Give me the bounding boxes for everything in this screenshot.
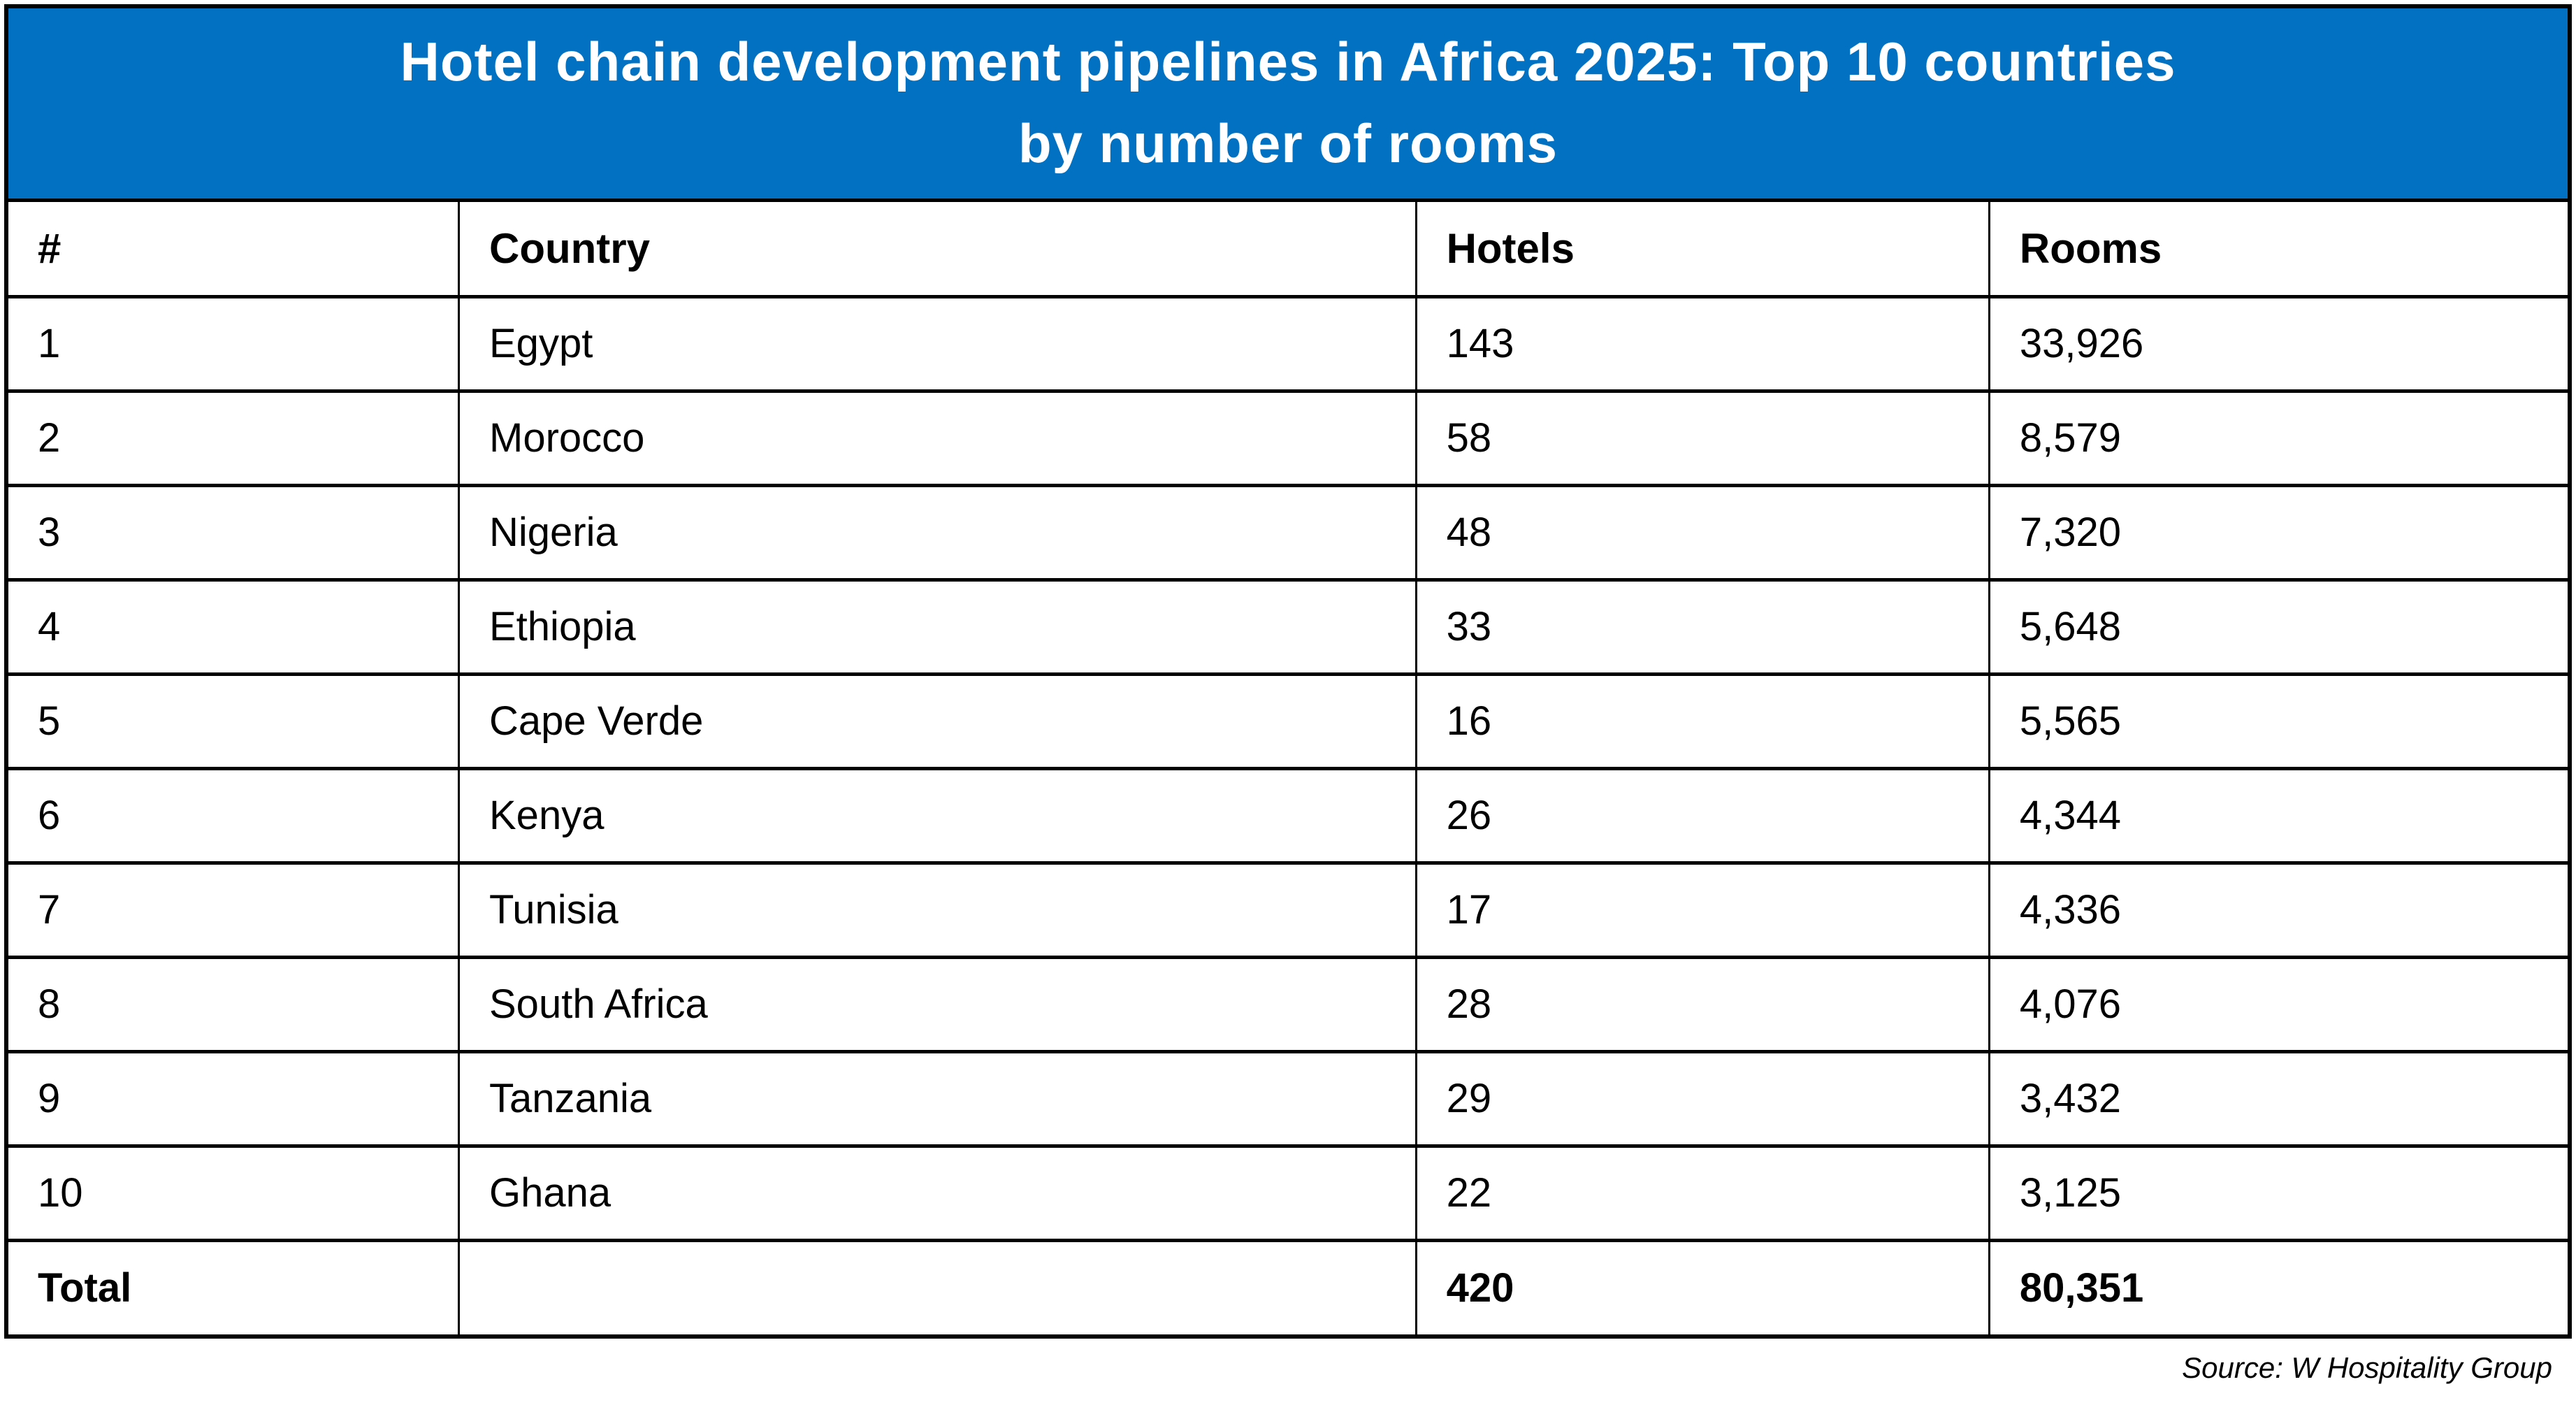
table-row: 3 Nigeria 48 7,320: [8, 483, 2568, 582]
cell-rank: 3: [8, 483, 460, 582]
table-row: 4 Ethiopia 33 5,648: [8, 577, 2568, 676]
cell-rooms: 33,926: [1988, 294, 2568, 393]
total-label-cell: Total: [8, 1238, 460, 1334]
table-row: 8 South Africa 28 4,076: [8, 955, 2568, 1053]
table-row: 1 Egypt 143 33,926: [8, 294, 2568, 393]
cell-country: Morocco: [458, 389, 1417, 487]
cell-rooms: 5,565: [1988, 672, 2568, 770]
cell-rank: 7: [8, 860, 460, 959]
cell-hotels: 16: [1414, 672, 1990, 770]
column-header-rank: #: [8, 202, 460, 298]
total-country-cell: [458, 1238, 1417, 1334]
cell-rooms: 4,336: [1988, 860, 2568, 959]
cell-rank: 8: [8, 955, 460, 1053]
table-title-line-1: Hotel chain development pipelines in Afr…: [400, 31, 2176, 92]
cell-hotels: 58: [1414, 389, 1990, 487]
cell-hotels: 29: [1414, 1049, 1990, 1148]
column-header-country: Country: [458, 202, 1417, 298]
table-row: 2 Morocco 58 8,579: [8, 389, 2568, 487]
cell-country: Cape Verde: [458, 672, 1417, 770]
cell-hotels: 33: [1414, 577, 1990, 676]
table-row: 5 Cape Verde 16 5,565: [8, 672, 2568, 770]
cell-hotels: 28: [1414, 955, 1990, 1053]
cell-rank: 4: [8, 577, 460, 676]
cell-rooms: 3,125: [1988, 1144, 2568, 1242]
table-row: 7 Tunisia 17 4,336: [8, 860, 2568, 959]
column-header-rooms: Rooms: [1988, 202, 2568, 298]
source-attribution: Source: W Hospitality Group: [2182, 1351, 2552, 1384]
pipeline-table-card: Hotel chain development pipelines in Afr…: [4, 4, 2572, 1339]
cell-rank: 2: [8, 389, 460, 487]
cell-country: Tanzania: [458, 1049, 1417, 1148]
cell-rank: 9: [8, 1049, 460, 1148]
cell-rooms: 4,076: [1988, 955, 2568, 1053]
header-row: # Country Hotels Rooms: [8, 202, 2568, 298]
cell-rooms: 3,432: [1988, 1049, 2568, 1148]
cell-rank: 1: [8, 294, 460, 393]
cell-hotels: 22: [1414, 1144, 1990, 1242]
cell-rooms: 5,648: [1988, 577, 2568, 676]
cell-rooms: 7,320: [1988, 483, 2568, 582]
cell-country: Egypt: [458, 294, 1417, 393]
pipeline-table: # Country Hotels Rooms 1 Egypt 143 33,92…: [8, 202, 2568, 1334]
cell-country: Kenya: [458, 766, 1417, 865]
table-title-line-2: by number of rooms: [1018, 113, 1558, 174]
total-hotels-cell: 420: [1414, 1238, 1990, 1334]
cell-rank: 10: [8, 1144, 460, 1242]
cell-rooms: 4,344: [1988, 766, 2568, 865]
cell-country: Ghana: [458, 1144, 1417, 1242]
cell-country: South Africa: [458, 955, 1417, 1053]
total-rooms-cell: 80,351: [1988, 1238, 2568, 1334]
cell-hotels: 48: [1414, 483, 1990, 582]
table-row: 10 Ghana 22 3,125: [8, 1144, 2568, 1242]
table-row: 6 Kenya 26 4,344: [8, 766, 2568, 865]
table-title: Hotel chain development pipelines in Afr…: [8, 8, 2568, 202]
cell-rank: 5: [8, 672, 460, 770]
table-row: 9 Tanzania 29 3,432: [8, 1049, 2568, 1148]
cell-hotels: 143: [1414, 294, 1990, 393]
cell-country: Ethiopia: [458, 577, 1417, 676]
cell-country: Tunisia: [458, 860, 1417, 959]
cell-rooms: 8,579: [1988, 389, 2568, 487]
cell-hotels: 17: [1414, 860, 1990, 959]
cell-hotels: 26: [1414, 766, 1990, 865]
total-row: Total 420 80,351: [8, 1238, 2568, 1334]
cell-country: Nigeria: [458, 483, 1417, 582]
cell-rank: 6: [8, 766, 460, 865]
column-header-hotels: Hotels: [1414, 202, 1990, 298]
